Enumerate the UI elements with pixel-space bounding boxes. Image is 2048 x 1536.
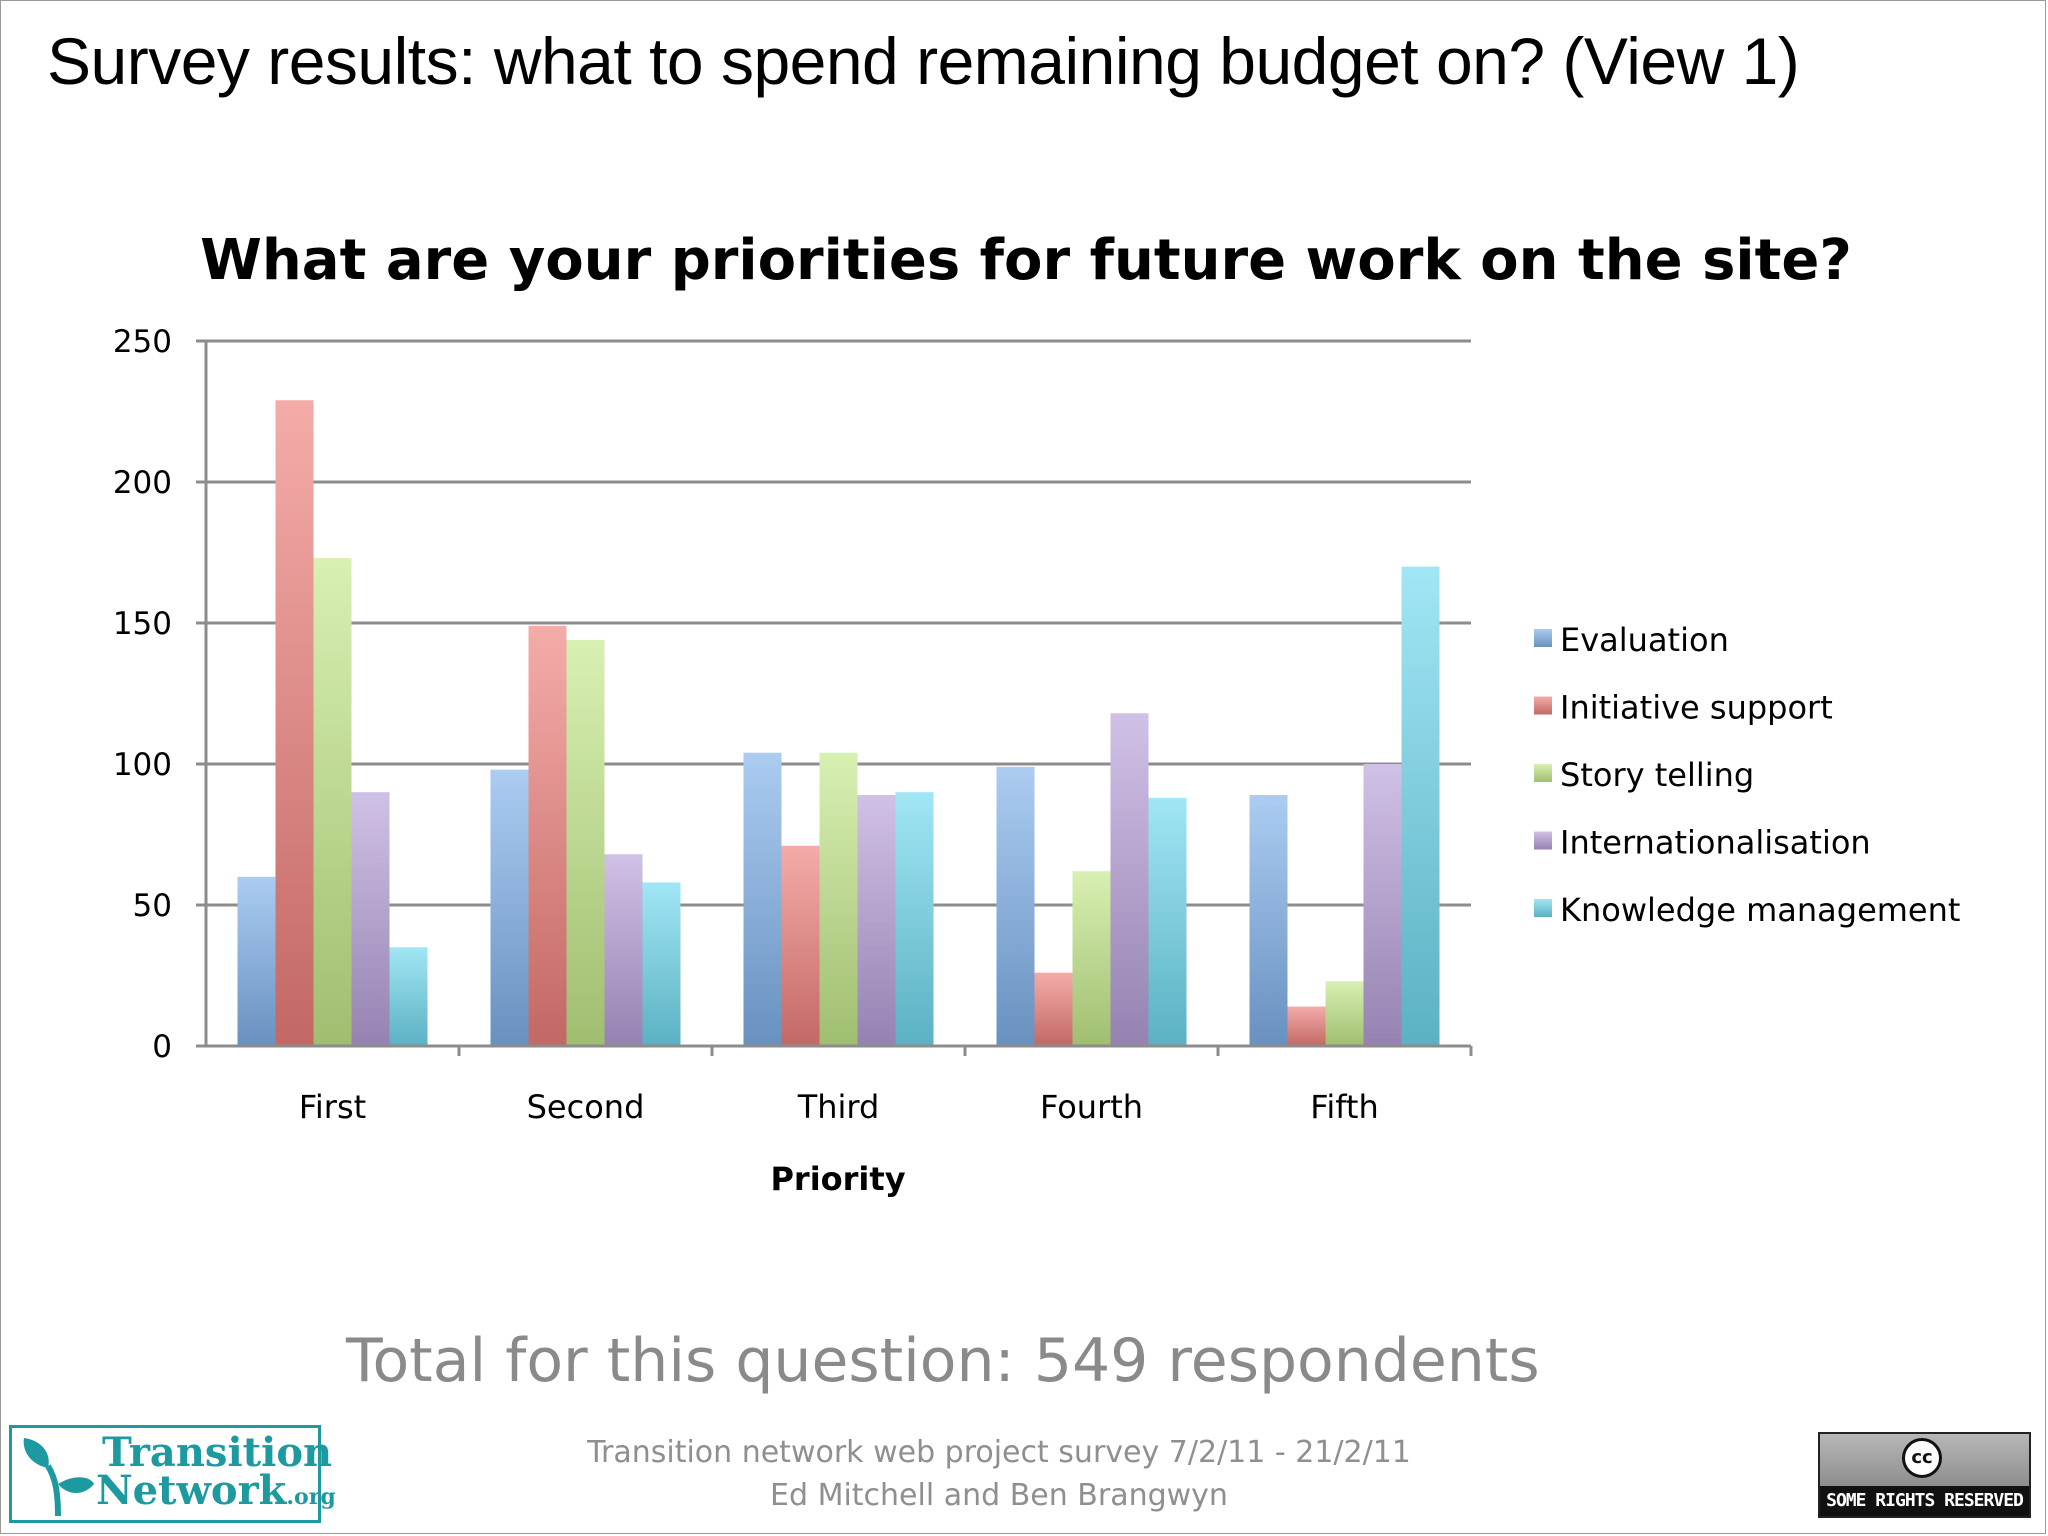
legend: Evaluation Initiative support Story tellin… <box>1534 621 1960 929</box>
bar <box>996 766 1035 1046</box>
x-tick-label: Fifth <box>1310 1088 1379 1126</box>
logo-line1: Transition <box>102 1429 333 1476</box>
legend-label: Evaluation <box>1560 621 1729 659</box>
y-tick-label: 100 <box>113 747 172 783</box>
footer-authors: Ed Mitchell and Ben Brangwyn <box>770 1478 1228 1513</box>
transition-network-logo: Transition Network.org <box>9 1425 336 1523</box>
x-tick-label: First <box>299 1088 366 1126</box>
logo-line2: Network <box>96 1467 287 1514</box>
bar <box>819 752 858 1046</box>
y-tick-label: 50 <box>133 888 172 924</box>
x-tick-label: Second <box>527 1088 645 1126</box>
bar <box>528 625 567 1046</box>
leaf-logo-icon <box>23 1438 94 1517</box>
bar <box>642 882 681 1046</box>
cc-license-badge: cc SOME RIGHTS RESERVED <box>1818 1432 2031 1518</box>
bar <box>1363 764 1402 1046</box>
bar <box>351 792 390 1046</box>
bar <box>566 639 605 1046</box>
cc-icon: cc <box>1902 1438 1942 1478</box>
bar <box>895 792 934 1046</box>
axes: 0 50 100 150 200 250 First Second Third Fourth Fif… <box>113 324 1473 1126</box>
bar <box>1034 972 1073 1046</box>
y-tick-label: 200 <box>113 465 172 501</box>
bar <box>857 795 896 1046</box>
total-respondents: Total for this question: 549 respondents <box>346 1326 1540 1396</box>
x-axis-label: Priority <box>770 1160 905 1198</box>
footer-survey-info: Transition network web project survey 7/… <box>587 1435 1411 1470</box>
legend-swatch <box>1534 831 1552 850</box>
legend-swatch <box>1534 899 1552 917</box>
bars <box>237 400 1440 1047</box>
y-tick-label: 0 <box>152 1029 172 1065</box>
logo-line2-suffix: .org <box>286 1484 336 1510</box>
x-tick-label: Third <box>797 1088 880 1126</box>
legend-label: Internationalisation <box>1560 824 1871 862</box>
legend-swatch <box>1534 629 1552 647</box>
bar <box>1072 871 1111 1046</box>
bar <box>1148 797 1187 1046</box>
bar <box>237 876 276 1046</box>
x-tick-label: Fourth <box>1040 1088 1143 1126</box>
legend-swatch <box>1534 696 1552 715</box>
bar <box>389 947 428 1046</box>
bar <box>1287 1006 1326 1046</box>
bar <box>1325 981 1364 1046</box>
bar <box>1401 566 1440 1046</box>
legend-label: Knowledge management <box>1560 891 1960 929</box>
chart-title: What are your priorities for future work… <box>200 228 1852 293</box>
bar-chart: What are your priorities for future work… <box>113 228 1961 1198</box>
bar <box>781 845 820 1046</box>
legend-swatch <box>1534 764 1552 782</box>
bar <box>313 558 352 1046</box>
bar <box>490 769 529 1046</box>
bar <box>604 854 643 1046</box>
legend-label: Story telling <box>1560 756 1754 794</box>
bar <box>1110 713 1149 1046</box>
bar <box>743 752 782 1046</box>
bar <box>1249 795 1288 1046</box>
cc-license-text: SOME RIGHTS RESERVED <box>1820 1486 2029 1516</box>
legend-label: Initiative support <box>1560 689 1833 727</box>
y-tick-label: 150 <box>113 606 172 642</box>
y-tick-label: 250 <box>113 324 172 360</box>
slide-title: Survey results: what to spend remaining … <box>47 24 1800 98</box>
bar <box>275 400 314 1047</box>
